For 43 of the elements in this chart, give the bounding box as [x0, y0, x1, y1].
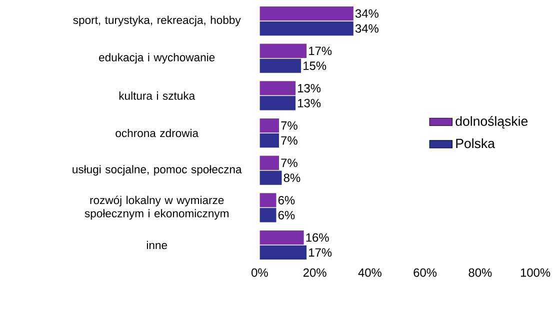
data-label: 13%: [298, 98, 321, 108]
data-label: 17%: [309, 46, 332, 55]
data-label: 34%: [355, 24, 378, 33]
bar: [260, 133, 279, 148]
x-tick-label: 60%: [414, 268, 437, 277]
bar: [260, 118, 279, 132]
y-tick-label: edukacja i wychowanie: [99, 52, 215, 64]
y-tick-label: usługi socjalne, pomoc społeczna: [72, 164, 242, 176]
y-tick-label: rozwój lokalny w wymiarze społecznym i ekonomicznym: [84, 196, 228, 220]
data-label: 6%: [278, 210, 295, 220]
bar: [260, 170, 282, 185]
y-tick-label: sport, turystyka, rekreacja, hobby: [73, 16, 241, 26]
data-label: 7%: [281, 158, 298, 167]
bar: [260, 192, 276, 208]
bar: [260, 44, 307, 58]
bar: [260, 245, 307, 260]
bar: [260, 96, 296, 110]
legend-label: Polska: [456, 138, 495, 148]
bar: [260, 80, 296, 96]
bar: [260, 58, 302, 73]
x-tick-label: 80%: [468, 268, 492, 277]
data-label: 15%: [304, 61, 326, 70]
bar: [260, 6, 354, 20]
y-tick-label: inne: [146, 240, 168, 249]
data-label: 17%: [309, 248, 332, 256]
legend-label: dolnośląskie: [456, 116, 528, 128]
y-tick-label: ochrona zdrowia: [116, 128, 199, 137]
data-label: 7%: [281, 121, 298, 130]
data-label: 34%: [355, 9, 378, 18]
data-label: 13%: [298, 84, 321, 92]
bar: [260, 156, 279, 170]
data-label: 7%: [281, 136, 298, 144]
x-tick-label: 0%: [252, 268, 268, 277]
bar: [260, 21, 354, 36]
bar: [260, 208, 276, 222]
bar: [260, 230, 304, 244]
data-label: 6%: [278, 196, 295, 204]
x-tick-label: 100%: [520, 268, 550, 277]
x-tick-label: 20%: [303, 268, 326, 277]
data-label: 8%: [284, 173, 300, 182]
y-tick-label: kultura i sztuka: [119, 91, 196, 100]
data-label: 16%: [306, 233, 329, 242]
x-tick-label: 40%: [358, 268, 382, 277]
